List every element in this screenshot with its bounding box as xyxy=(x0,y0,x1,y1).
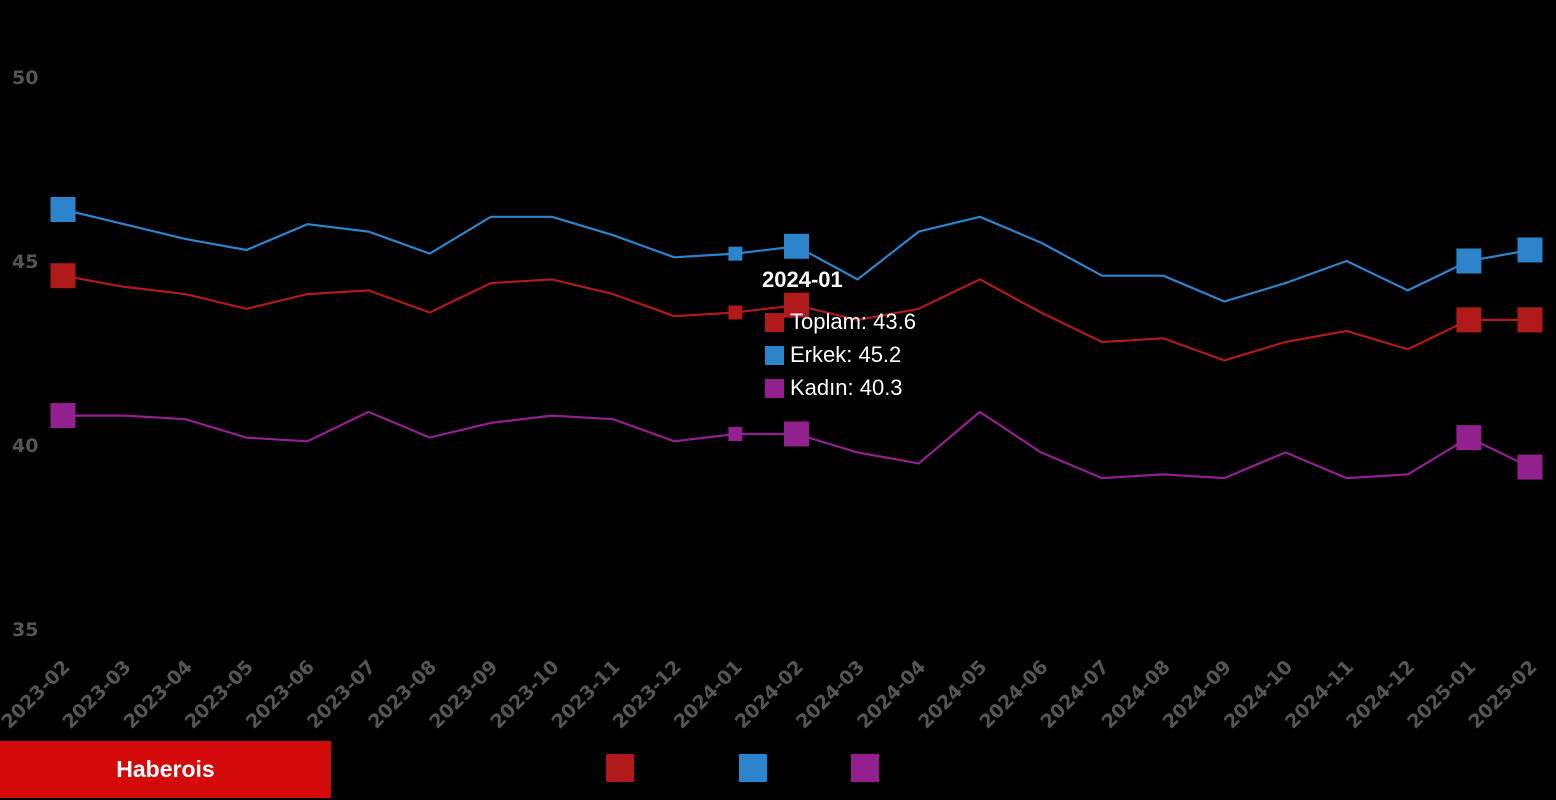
tooltip-row-toplam: Toplam: 43.6 xyxy=(790,309,916,334)
y-tick-label: 35 xyxy=(12,619,38,641)
data-point-marker[interactable] xyxy=(784,421,809,447)
brand-logo: Haberois xyxy=(0,741,331,798)
tooltip-row-kadin: Kadın: 40.3 xyxy=(790,375,903,400)
legend-item-toplam[interactable] xyxy=(606,754,634,782)
tooltip-toplam-swatch xyxy=(765,313,784,332)
data-point-marker[interactable] xyxy=(728,246,743,261)
data-point-marker[interactable] xyxy=(1517,454,1543,480)
legend-toplam-swatch xyxy=(606,754,634,782)
data-point-marker[interactable] xyxy=(728,305,743,320)
series-markers[interactable] xyxy=(50,196,1543,480)
data-point-marker[interactable] xyxy=(1456,425,1482,451)
data-point-marker[interactable] xyxy=(50,263,76,289)
y-tick-label: 45 xyxy=(12,251,38,273)
data-point-marker[interactable] xyxy=(1456,248,1482,274)
data-point-marker[interactable] xyxy=(784,233,809,259)
data-point-marker[interactable] xyxy=(728,426,743,441)
data-point-marker[interactable] xyxy=(50,196,76,222)
legend-erkek-swatch xyxy=(739,754,767,782)
y-tick-label: 50 xyxy=(12,67,38,89)
legend-item-erkek[interactable] xyxy=(739,754,767,782)
data-point-marker[interactable] xyxy=(1517,237,1543,263)
x-axis: 2023-022023-032023-042023-052023-062023-… xyxy=(0,656,1542,733)
tooltip-title: 2024-01 xyxy=(762,267,843,292)
data-point-marker[interactable] xyxy=(784,292,809,318)
y-axis: 35 40 45 50 xyxy=(12,67,38,641)
tooltip-row-erkek: Erkek: 45.2 xyxy=(790,342,901,367)
data-point-marker[interactable] xyxy=(1456,307,1482,333)
tooltip-kadin-swatch xyxy=(765,379,784,398)
tooltip: 2024-01 Toplam: 43.6 Erkek: 45.2 Kadın: … xyxy=(762,267,916,400)
y-tick-label: 40 xyxy=(12,435,38,457)
tooltip-erkek-swatch xyxy=(765,346,784,365)
line-chart: 35 40 45 50 2023-022023-032023-042023-05202… xyxy=(0,67,1543,733)
legend-kadin-swatch xyxy=(851,754,879,782)
legend-item-kadin[interactable] xyxy=(851,754,879,782)
footer-bar: Haberois xyxy=(0,740,1556,800)
data-point-marker[interactable] xyxy=(50,403,76,429)
data-point-marker[interactable] xyxy=(1517,307,1543,333)
